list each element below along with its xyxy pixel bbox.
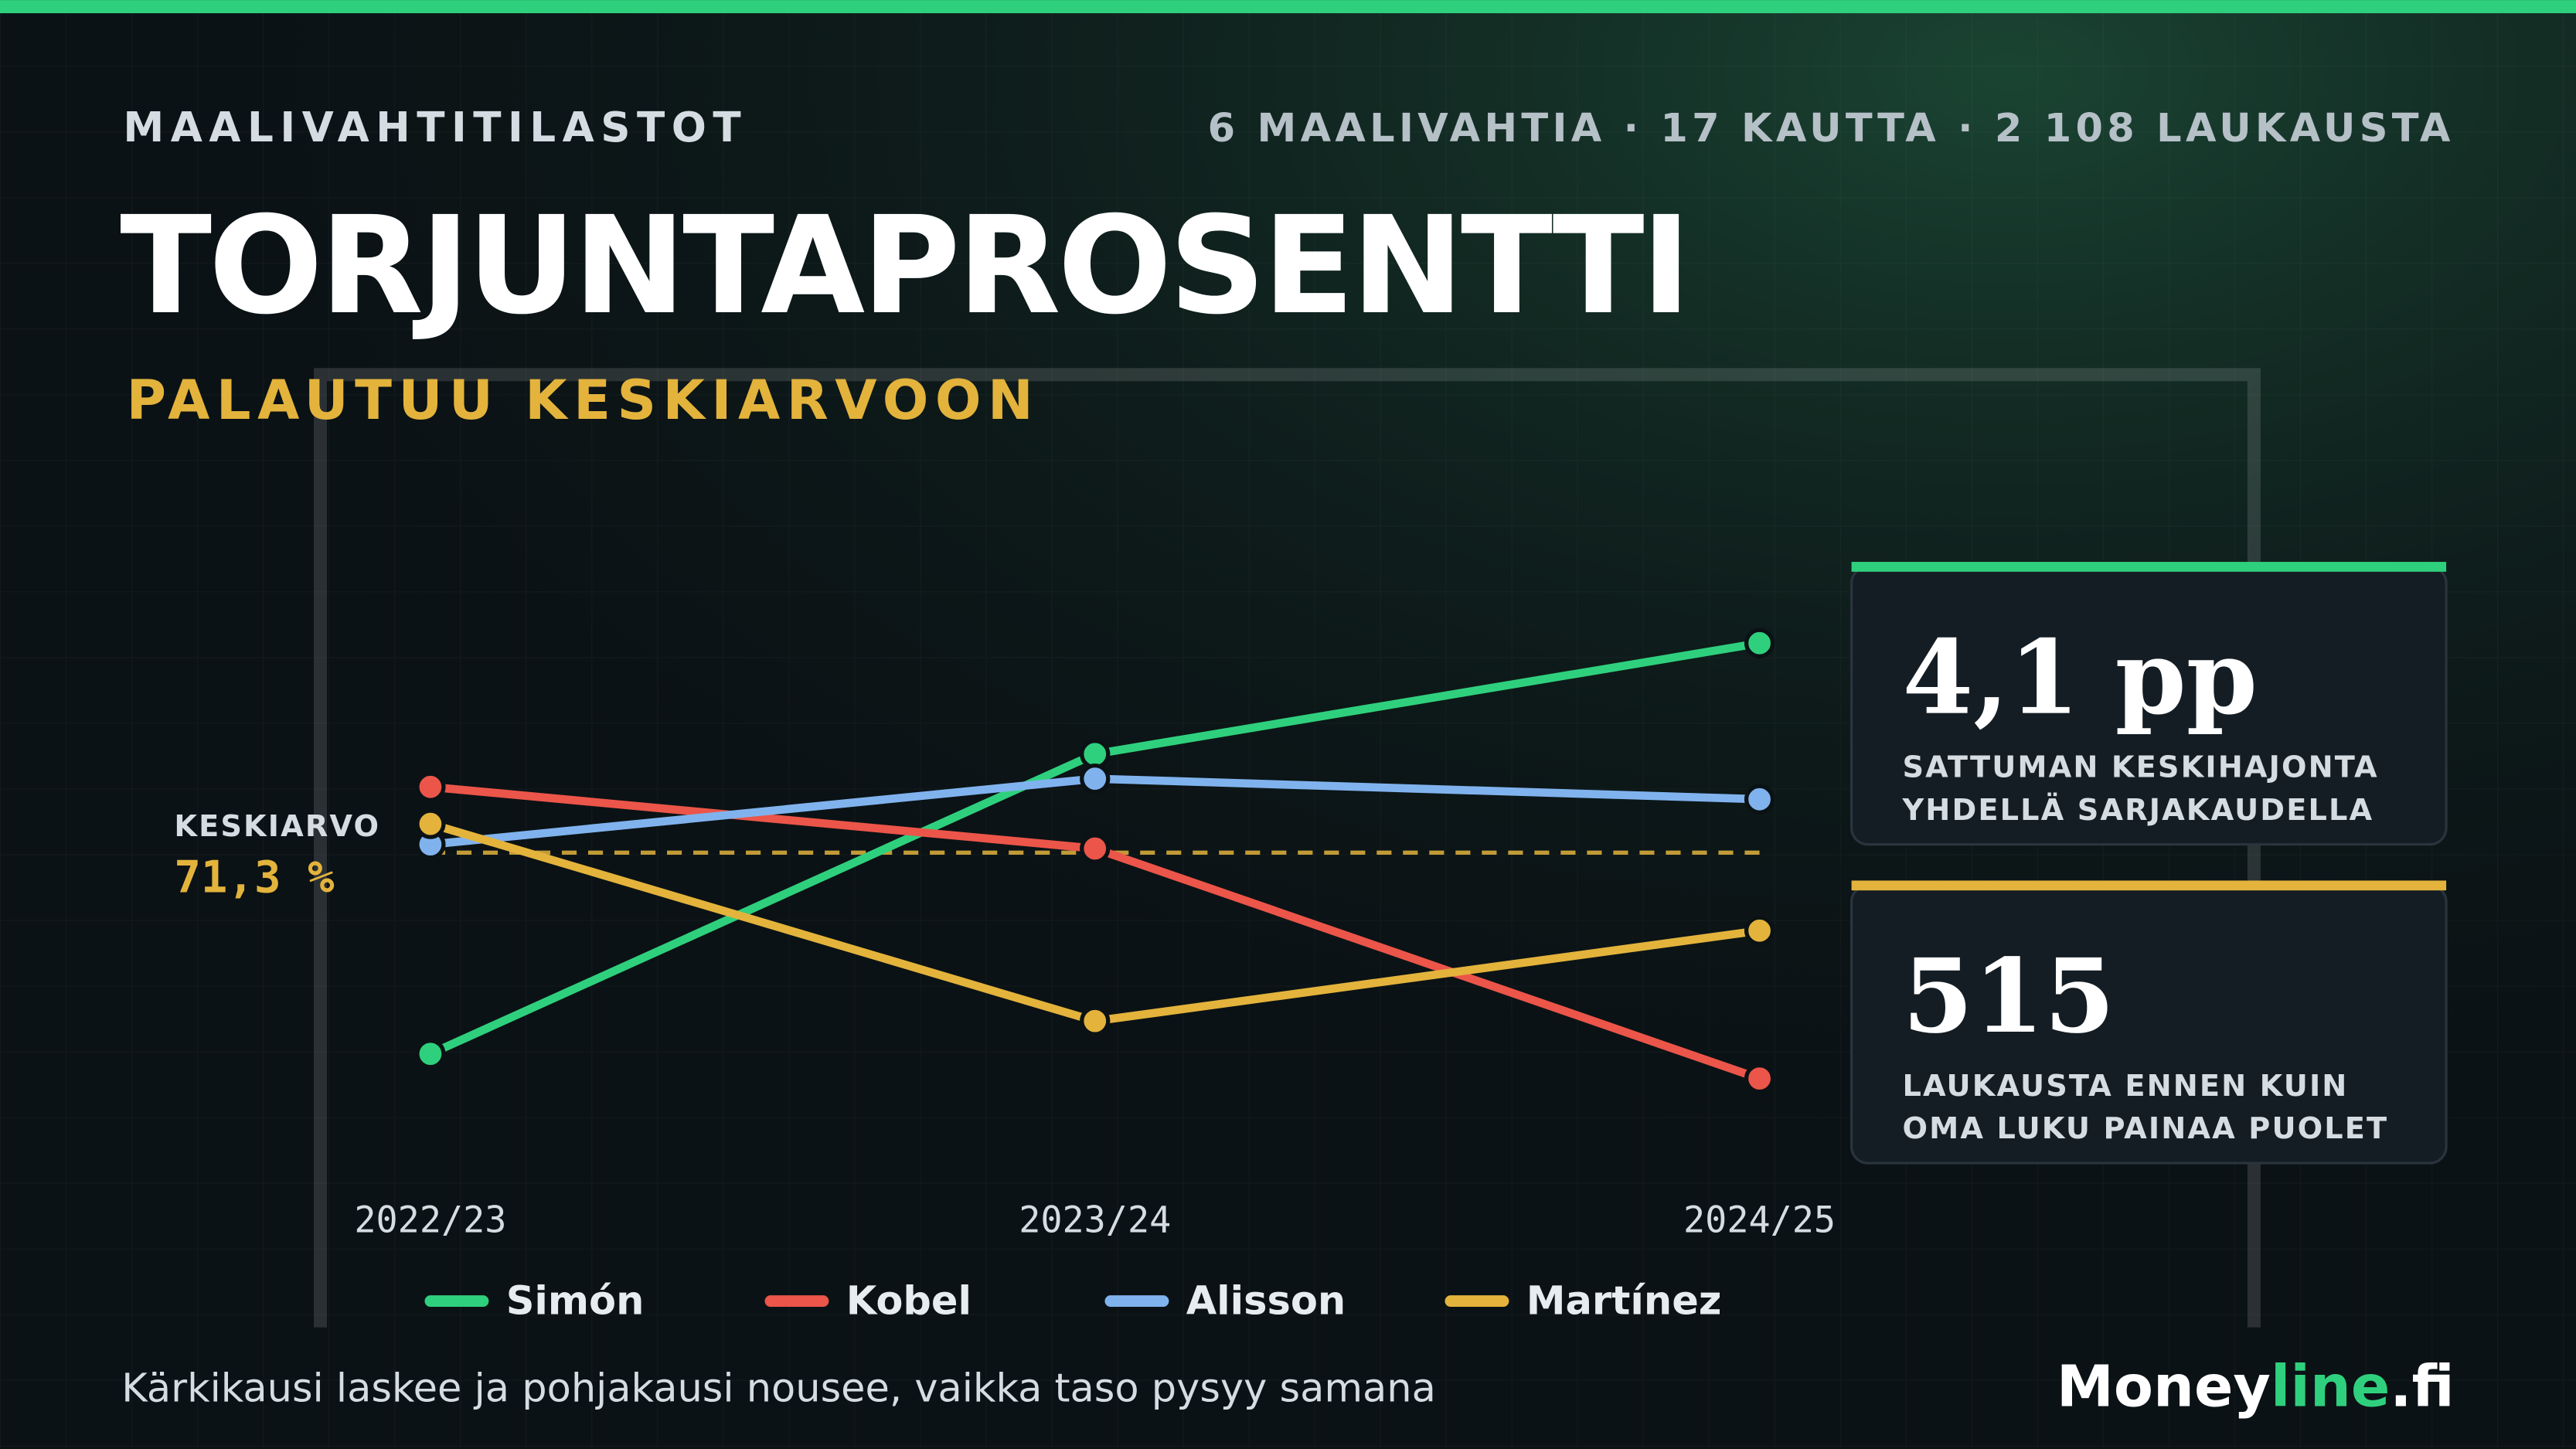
data-point bbox=[1080, 833, 1111, 864]
subtitle: PALAUTUU KESKIARVOON bbox=[127, 369, 1040, 432]
stat-accent bbox=[1851, 562, 2447, 572]
goal-frame bbox=[313, 368, 2261, 1328]
data-point bbox=[1744, 1063, 1775, 1094]
x-tick-label: 2022/23 bbox=[354, 1199, 506, 1241]
data-point bbox=[1744, 784, 1775, 815]
x-tick-label: 2024/25 bbox=[1683, 1199, 1836, 1241]
data-point bbox=[1080, 739, 1111, 770]
x-tick-label: 2023/24 bbox=[1019, 1199, 1171, 1241]
data-point bbox=[1080, 763, 1111, 794]
brand-accent: line bbox=[2271, 1353, 2390, 1420]
stat-value: 515 bbox=[1902, 937, 2115, 1056]
title: TORJUNTAPROSENTTI bbox=[120, 188, 1688, 345]
brand-main: Money bbox=[2057, 1353, 2271, 1420]
data-point bbox=[1744, 915, 1775, 946]
data-point bbox=[1744, 628, 1775, 658]
brand: Moneyline.fi bbox=[2057, 1353, 2455, 1420]
stat-caption: OMA LUKU PAINAA PUOLET bbox=[1902, 1111, 2388, 1146]
stat-cards: 4,1 pp SATTUMAN KESKIHAJONTA YHDELLÄ SARJA… bbox=[1849, 562, 2448, 1165]
data-point bbox=[415, 808, 446, 839]
legend-label: Simón bbox=[506, 1279, 645, 1325]
stat-accent bbox=[1851, 880, 2447, 891]
top-bar bbox=[0, 0, 2576, 14]
data-point bbox=[415, 771, 446, 802]
legend-label: Martínez bbox=[1526, 1279, 1722, 1325]
data-point bbox=[415, 1039, 446, 1070]
meta: 6 MAALIVAHTIA · 17 KAUTTA · 2 108 LAUKAU… bbox=[1208, 106, 2455, 151]
stat-caption: LAUKAUSTA ENNEN KUIN bbox=[1902, 1069, 2348, 1104]
footnote: Kärkikausi laskee ja pohjakausi nousee, … bbox=[121, 1366, 1436, 1411]
legend-label: Kobel bbox=[846, 1279, 972, 1325]
stat-caption: YHDELLÄ SARJAKAUDELLA bbox=[1901, 791, 2374, 828]
stat-value: 4,1 pp bbox=[1902, 618, 2257, 738]
plot: KESKIARVO 71,3 % 2022/23 2023/24 2024/25 Simó… bbox=[174, 628, 1836, 1325]
legend-label: Alisson bbox=[1186, 1279, 1346, 1325]
data-point bbox=[1080, 1005, 1111, 1036]
stat-caption: SATTUMAN KESKIHAJONTA bbox=[1902, 750, 2378, 785]
brand-tld: .fi bbox=[2390, 1353, 2454, 1420]
mean-title: KESKIARVO bbox=[174, 809, 380, 844]
mean-label: 71,3 % bbox=[174, 851, 335, 903]
kicker: MAALIVAHTITILASTOT bbox=[123, 104, 747, 151]
